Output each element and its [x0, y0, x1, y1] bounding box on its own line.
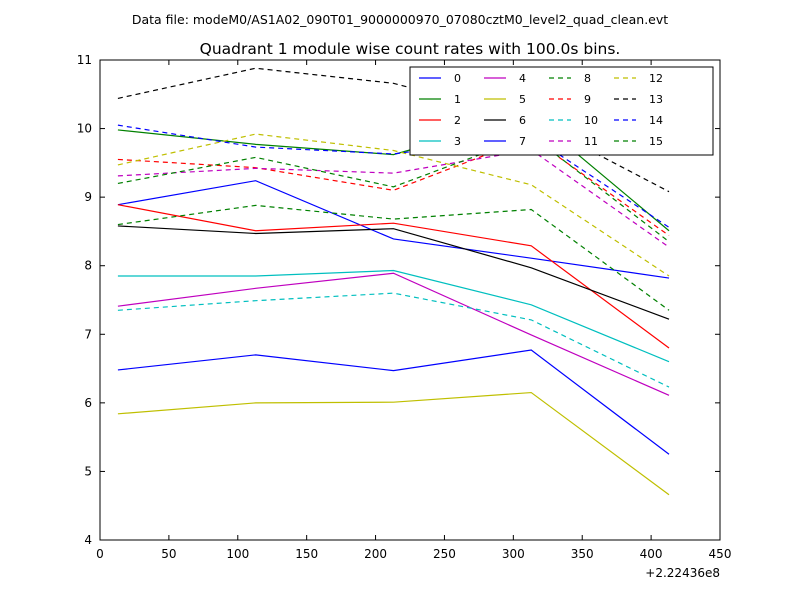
x-tick-label: 250 [433, 547, 456, 561]
legend-label-0: 0 [454, 72, 461, 85]
series-line-11 [117, 149, 670, 248]
y-tick-label: 9 [84, 190, 92, 204]
series-line-12 [117, 133, 670, 277]
legend-label-14: 14 [649, 114, 663, 127]
legend-label-11: 11 [584, 135, 598, 148]
x-tick-label: 450 [709, 547, 732, 561]
series-line-4 [117, 272, 670, 396]
legend-label-4: 4 [519, 72, 526, 85]
y-tick-label: 11 [77, 53, 92, 67]
series-line-14 [117, 124, 670, 228]
plot-frame [99, 59, 721, 541]
x-tick-label: 100 [226, 547, 249, 561]
legend-label-10: 10 [584, 114, 598, 127]
y-tick-label: 4 [84, 533, 92, 547]
series-line-2 [117, 204, 670, 349]
x-tick-label: 350 [571, 547, 594, 561]
y-tick-label: 5 [84, 464, 92, 478]
series-line-10 [117, 292, 670, 388]
series-line-8 [117, 204, 670, 311]
legend-frame [409, 66, 714, 156]
series-line-3 [117, 269, 670, 363]
legend-label-6: 6 [519, 114, 526, 127]
series-line-6 [117, 225, 670, 320]
x-tick-label: 0 [96, 547, 104, 561]
series-layer [117, 67, 670, 496]
y-tick-label: 7 [84, 327, 92, 341]
figure-suptitle: Data file: modeM0/AS1A02_090T01_90000009… [132, 12, 668, 27]
legend-label-9: 9 [584, 93, 591, 106]
y-tick-label: 10 [77, 122, 92, 136]
y-tick-label: 8 [84, 259, 92, 273]
legend-label-15: 15 [649, 135, 663, 148]
legend-label-1: 1 [454, 93, 461, 106]
legend-label-12: 12 [649, 72, 663, 85]
series-line-7 [117, 349, 670, 455]
x-offset-label: +2.22436e8 [645, 566, 720, 580]
x-tick-label: 400 [640, 547, 663, 561]
series-line-15 [117, 134, 670, 243]
x-tick-label: 200 [364, 547, 387, 561]
series-line-9 [117, 136, 670, 237]
x-tick-label: 50 [161, 547, 176, 561]
x-axis: 0 50 100 150 200 250 300 350 400 450 [96, 60, 731, 561]
x-tick-label: 150 [295, 547, 318, 561]
legend-label-5: 5 [519, 93, 526, 106]
legend-label-13: 13 [649, 93, 663, 106]
chart-title: Quadrant 1 module wise count rates with … [200, 40, 621, 58]
y-tick-label: 6 [84, 396, 92, 410]
legend-label-7: 7 [519, 135, 526, 148]
legend-label-3: 3 [454, 135, 461, 148]
series-line-5 [117, 391, 670, 496]
x-tick-label: 300 [502, 547, 525, 561]
legend-label-2: 2 [454, 114, 461, 127]
series-line-13 [117, 67, 670, 193]
legend-label-8: 8 [584, 72, 591, 85]
series-line-0 [117, 180, 670, 279]
